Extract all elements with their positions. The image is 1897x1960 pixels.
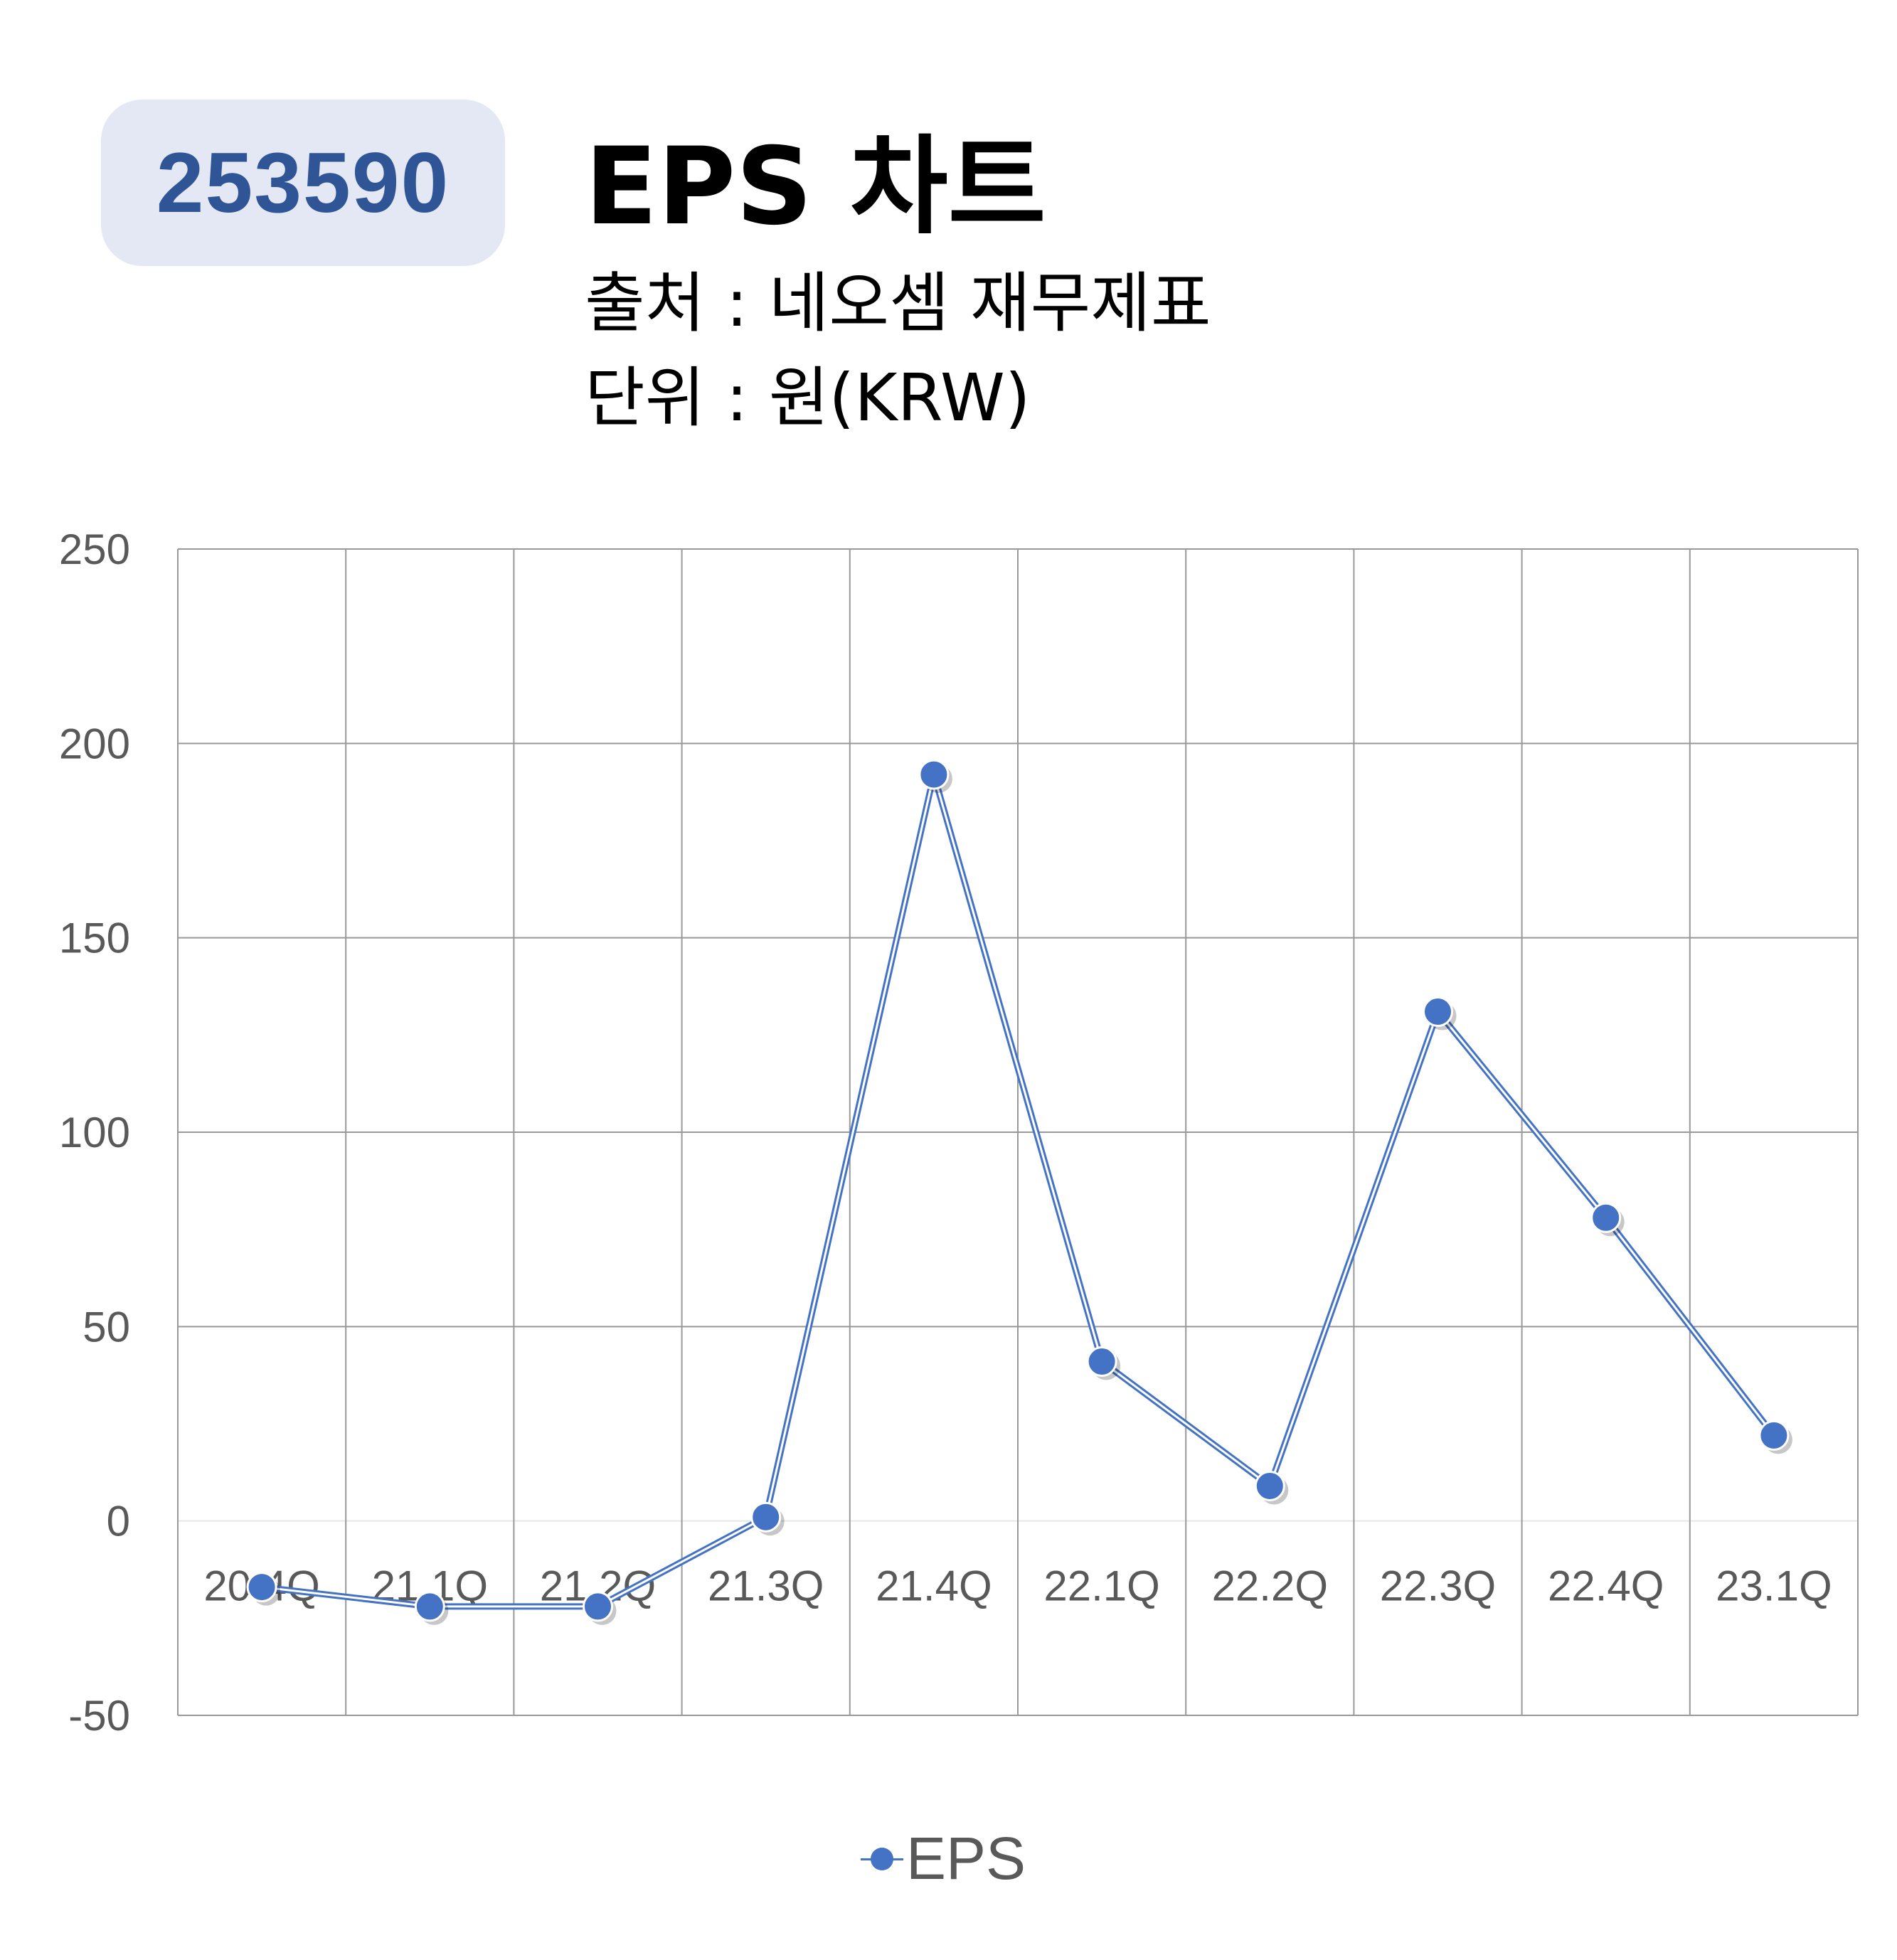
stock-code-badge: 253590 [101, 100, 505, 266]
eps-series-line-inner [261, 773, 1775, 1608]
chart-title: EPS 차트 [585, 125, 1046, 249]
y-tick-label: -50 [68, 1692, 130, 1740]
legend-label: EPS [906, 1825, 1026, 1892]
legend-marker [861, 1845, 903, 1873]
y-tick-label: 50 [83, 1303, 130, 1351]
x-tick-label: 22.2Q [1212, 1562, 1328, 1610]
x-tick-label: 23.1Q [1716, 1562, 1832, 1610]
y-tick-label: 150 [59, 915, 130, 962]
legend: EPS [861, 1824, 1026, 1893]
data-point [750, 1501, 782, 1533]
eps-series [246, 759, 1792, 1625]
stock-code: 253590 [156, 135, 450, 230]
data-point [1423, 996, 1453, 1028]
data-point [1758, 1420, 1790, 1451]
data-point [414, 1591, 445, 1622]
data-point [1086, 1346, 1117, 1378]
y-tick-label: 250 [59, 526, 130, 573]
data-point [1254, 1470, 1285, 1501]
y-tick-label: 200 [59, 720, 130, 767]
x-tick-label: 21.3Q [708, 1562, 824, 1610]
data-point [1590, 1202, 1622, 1233]
x-tick-label: 22.3Q [1380, 1562, 1496, 1610]
data-point [583, 1591, 613, 1622]
data-point [918, 759, 950, 790]
data-point [246, 1572, 277, 1603]
grid-lines [177, 548, 1859, 1716]
y-axis-ticks: 250 200 150 100 50 0 -50 [59, 526, 130, 1740]
y-tick-label: 100 [59, 1109, 130, 1156]
y-tick-label: 0 [107, 1498, 130, 1545]
x-tick-label: 22.1Q [1043, 1562, 1159, 1610]
source-text: 출처 : 네오셈 재무제표 [585, 265, 1211, 341]
unit-text: 단위 : 원(KRW) [585, 360, 1031, 436]
x-tick-label: 21.4Q [876, 1562, 992, 1610]
x-tick-label: 22.4Q [1548, 1562, 1664, 1610]
